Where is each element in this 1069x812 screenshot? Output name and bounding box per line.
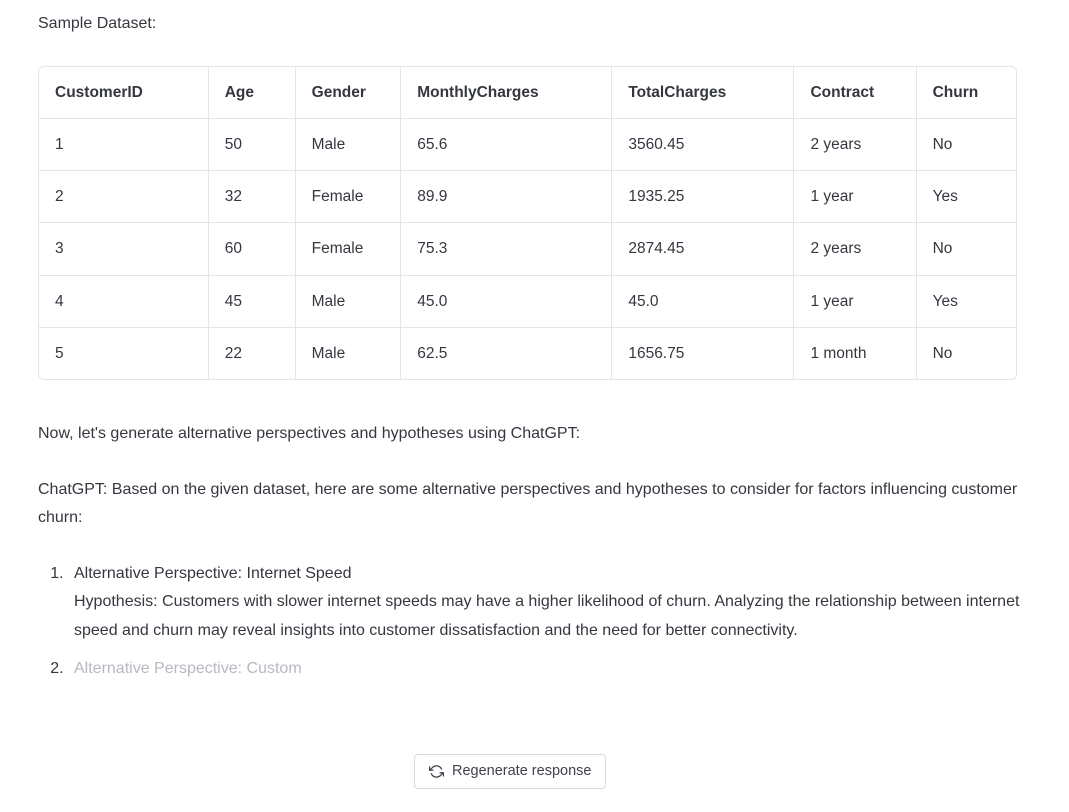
cell: 45.0 [612, 276, 794, 328]
table-row: 3 60 Female 75.3 2874.45 2 years No [39, 223, 1016, 275]
cell: 1 [39, 119, 209, 171]
cell: Yes [917, 276, 1016, 328]
cell: Female [296, 171, 402, 223]
col-totalcharges: TotalCharges [612, 67, 794, 119]
col-age: Age [209, 67, 296, 119]
perspectives-list: Alternative Perspective: Internet Speed … [38, 560, 1031, 684]
col-customerid: CustomerID [39, 67, 209, 119]
cell: Female [296, 223, 402, 275]
cell: Male [296, 276, 402, 328]
chat-message: Sample Dataset: CustomerID Age Gender Mo… [0, 0, 1069, 684]
cell: 1 month [794, 328, 916, 379]
cell: No [917, 328, 1016, 379]
cell: 1656.75 [612, 328, 794, 379]
cell: 1935.25 [612, 171, 794, 223]
table-row: 4 45 Male 45.0 45.0 1 year Yes [39, 276, 1016, 328]
cell: 2 years [794, 119, 916, 171]
cell: 62.5 [401, 328, 612, 379]
cell: 60 [209, 223, 296, 275]
cell: No [917, 223, 1016, 275]
perspective-hypothesis: Hypothesis: Customers with slower intern… [74, 588, 1031, 645]
col-churn: Churn [917, 67, 1016, 119]
regenerate-response-button[interactable]: Regenerate response [414, 754, 606, 789]
cell: 32 [209, 171, 296, 223]
cell: 2 [39, 171, 209, 223]
chatgpt-response-intro: ChatGPT: Based on the given dataset, her… [38, 476, 1031, 532]
cell: 1 year [794, 276, 916, 328]
list-item: Alternative Perspective: Internet Speed … [68, 560, 1031, 645]
section-heading: Sample Dataset: [38, 10, 1031, 38]
cell: 5 [39, 328, 209, 379]
cell: 2 years [794, 223, 916, 275]
intro-paragraph: Now, let's generate alternative perspect… [38, 420, 1031, 448]
cell: 3560.45 [612, 119, 794, 171]
cell: 89.9 [401, 171, 612, 223]
col-contract: Contract [794, 67, 916, 119]
table-row: 2 32 Female 89.9 1935.25 1 year Yes [39, 171, 1016, 223]
cell: No [917, 119, 1016, 171]
cell: 45.0 [401, 276, 612, 328]
regenerate-label: Regenerate response [452, 764, 591, 779]
col-gender: Gender [296, 67, 402, 119]
cell: 65.6 [401, 119, 612, 171]
cell: 45 [209, 276, 296, 328]
cell: Yes [917, 171, 1016, 223]
cell: 2874.45 [612, 223, 794, 275]
cell: 4 [39, 276, 209, 328]
cell: 75.3 [401, 223, 612, 275]
cell: Male [296, 328, 402, 379]
table-body: 1 50 Male 65.6 3560.45 2 years No 2 32 F… [39, 119, 1016, 379]
table-row: 5 22 Male 62.5 1656.75 1 month No [39, 328, 1016, 379]
cell: 1 year [794, 171, 916, 223]
refresh-icon [429, 764, 444, 779]
perspective-title-cutoff: Alternative Perspective: Custom [74, 655, 1031, 683]
list-item: Alternative Perspective: Custom [68, 655, 1031, 683]
col-monthlycharges: MonthlyCharges [401, 67, 612, 119]
perspective-title: Alternative Perspective: Internet Speed [74, 560, 1031, 588]
cell: Male [296, 119, 402, 171]
cell: 22 [209, 328, 296, 379]
cell: 50 [209, 119, 296, 171]
table-row: 1 50 Male 65.6 3560.45 2 years No [39, 119, 1016, 171]
table-header-row: CustomerID Age Gender MonthlyCharges Tot… [39, 67, 1016, 119]
cell: 3 [39, 223, 209, 275]
dataset-table: CustomerID Age Gender MonthlyCharges Tot… [38, 66, 1017, 380]
